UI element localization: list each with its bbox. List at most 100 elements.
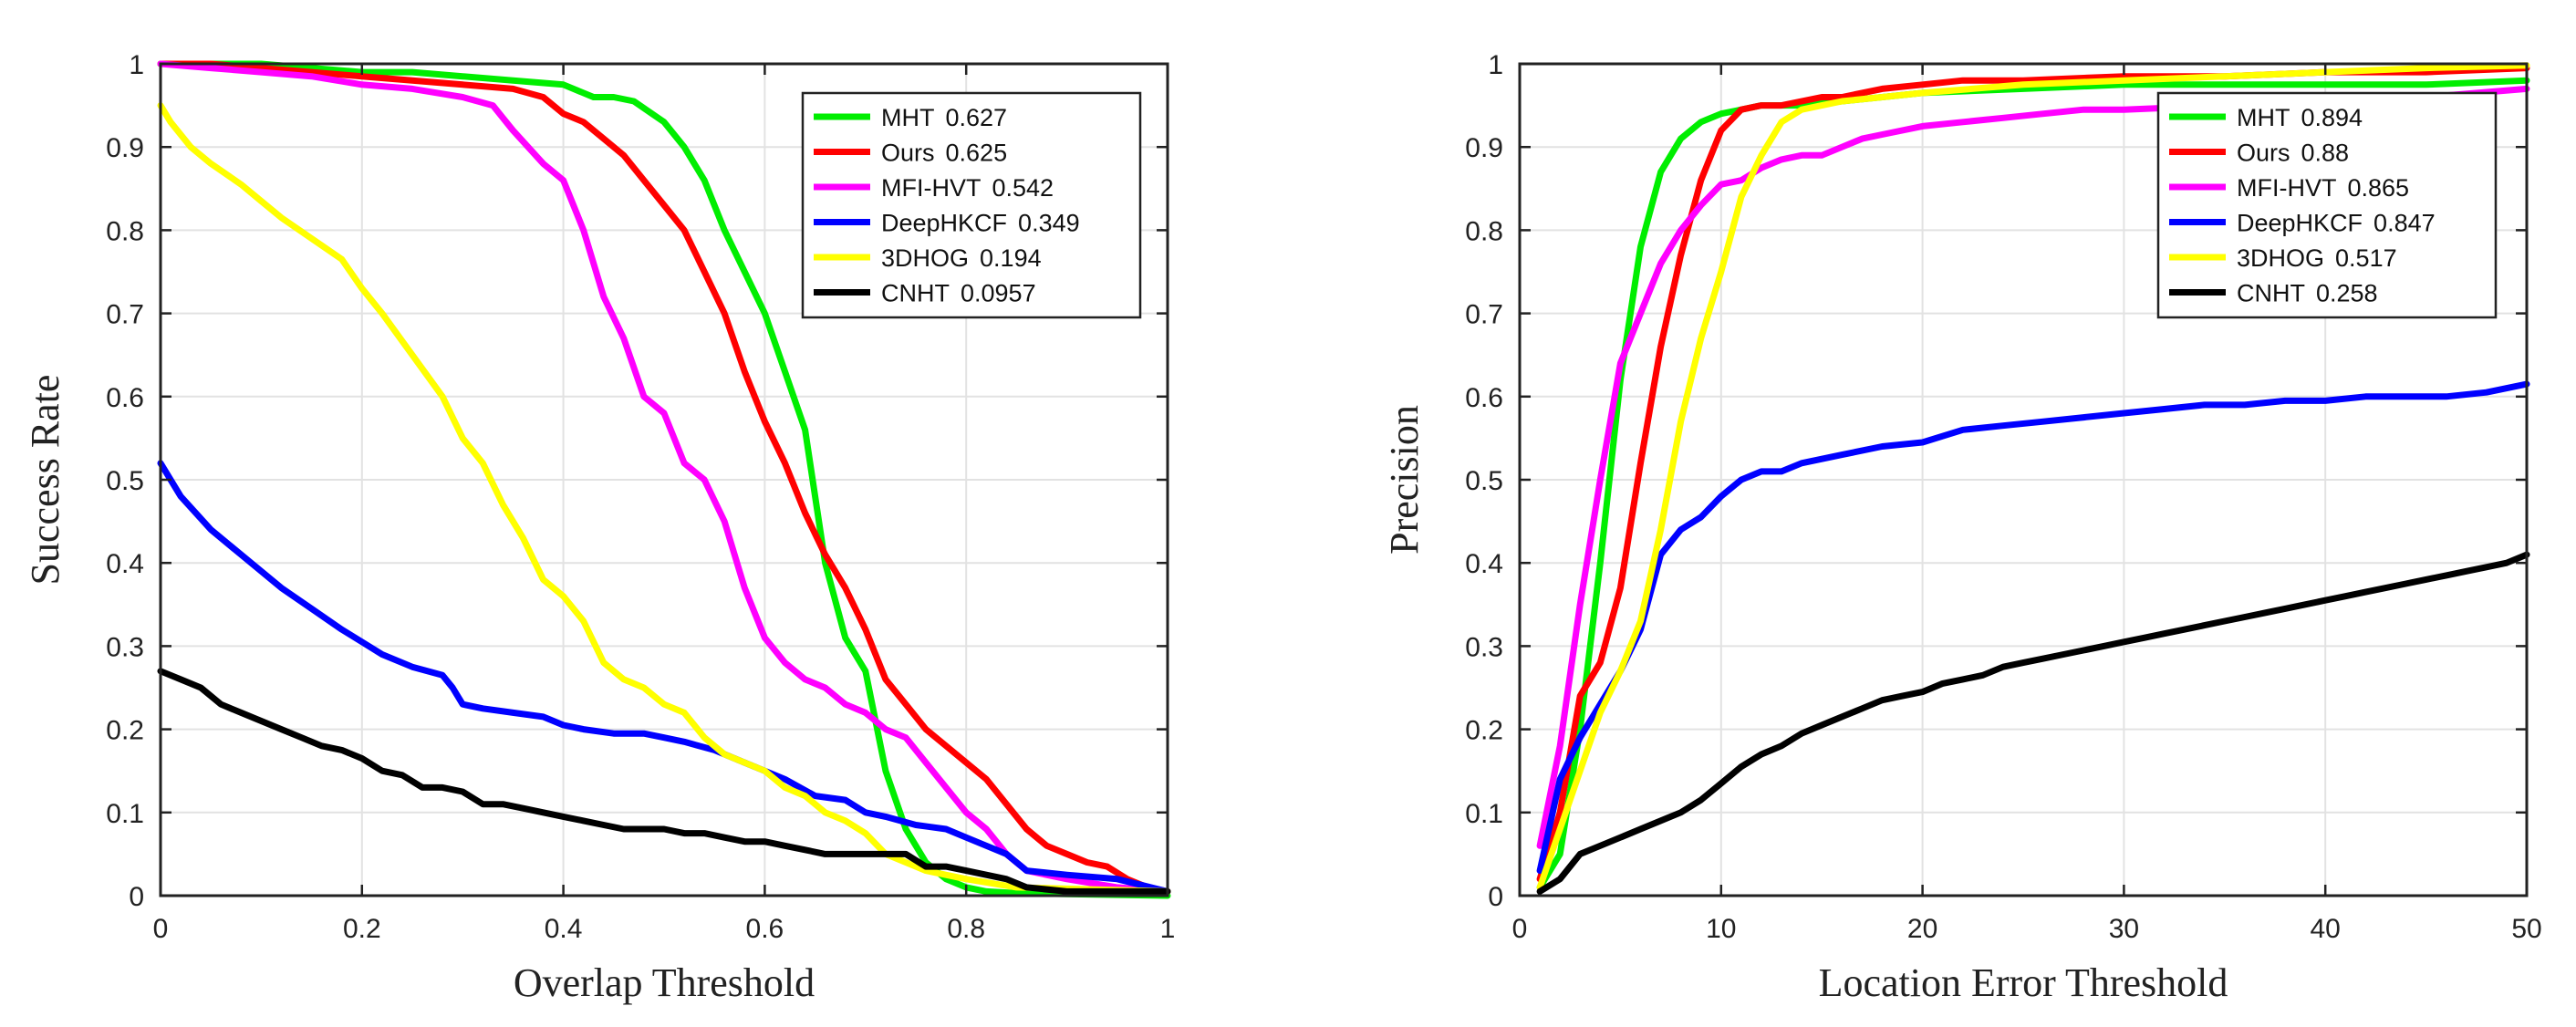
x-tick-label: 0.6 xyxy=(746,914,784,944)
legend-label: DeepHKCF 0.349 xyxy=(881,210,1080,237)
legend-name: MFI-HVT xyxy=(2237,174,2336,202)
legend-score: 0.0957 xyxy=(961,280,1036,307)
legend-item: DeepHKCF 0.847 xyxy=(2169,210,2436,237)
y-tick-label: 0.1 xyxy=(1465,799,1503,829)
legend-label: MFI-HVT 0.865 xyxy=(2237,174,2409,202)
series-line-mfi-hvt xyxy=(1536,85,2530,849)
legend: MHT 0.627 Ours 0.625 MFI-HVT 0.542 DeepHKCF 0.3… xyxy=(801,91,1142,319)
series-line-deephkcf xyxy=(1536,380,2530,875)
legend-item: 3DHOG 0.194 xyxy=(814,244,1042,272)
legend-label: DeepHKCF 0.847 xyxy=(2237,210,2436,237)
legend-item: Ours 0.88 xyxy=(2169,140,2349,167)
y-tick-label: 0.9 xyxy=(106,133,144,163)
legend-label: CNHT 0.258 xyxy=(2237,280,2378,307)
legend-score: 0.627 xyxy=(945,104,1007,131)
legend-name: MFI-HVT xyxy=(881,174,981,202)
series-line-cnht xyxy=(157,668,1171,895)
legend-score: 0.894 xyxy=(2301,104,2363,131)
legend-item: MFI-HVT 0.865 xyxy=(2169,174,2409,202)
y-tick-label: 0.8 xyxy=(106,216,144,246)
legend-label: 3DHOG 0.194 xyxy=(881,244,1042,272)
y-tick-label: 0.7 xyxy=(1465,300,1503,330)
y-tick-label: 0.5 xyxy=(1465,466,1503,496)
ticks: 0 0.2 0.4 0.6 0.8 1 0 0.1 0.2 0.3 0.4 0.5 0.6 0.7 0.8 0… xyxy=(106,50,1175,944)
y-axis-title: Success Rate xyxy=(23,375,68,586)
legend-score: 0.258 xyxy=(2316,280,2378,307)
series-line-ours xyxy=(1536,65,2530,883)
legend-name: MHT xyxy=(881,104,934,131)
legend-score: 0.625 xyxy=(946,140,1008,167)
x-axis-title: Location Error Threshold xyxy=(1819,960,2228,1005)
y-tick-label: 1 xyxy=(1488,50,1503,80)
success-plot: 0 0.2 0.4 0.6 0.8 1 0 0.1 0.2 0.3 0.4 0.5 0.6 0.7 0.8 0… xyxy=(23,50,1175,1005)
y-tick-label: 0.2 xyxy=(106,716,144,746)
y-tick-label: 0.8 xyxy=(1465,216,1503,246)
series-line-cnht xyxy=(1536,551,2530,895)
x-tick-label: 50 xyxy=(2511,914,2541,944)
ticks: 0 10 20 30 40 50 0 0.1 0.2 0.3 0.4 0.5 0.6 0.7 0.8 0.9 1 xyxy=(1465,50,2541,944)
x-tick-label: 0.2 xyxy=(343,914,381,944)
legend-name: Ours xyxy=(881,140,935,167)
y-tick-label: 0.6 xyxy=(1465,383,1503,413)
x-tick-label: 20 xyxy=(1907,914,1937,944)
legend-box xyxy=(801,91,1142,319)
legend-name: MHT xyxy=(2237,104,2290,131)
series-line-3dhog xyxy=(1536,62,2530,891)
y-tick-label: 0.9 xyxy=(1465,133,1503,163)
x-tick-label: 0.4 xyxy=(545,914,583,944)
series-line-deephkcf xyxy=(157,460,1171,895)
legend: MHT 0.894 Ours 0.88 MFI-HVT 0.865 DeepHKCF 0.84… xyxy=(2156,91,2498,319)
legend-name: Ours xyxy=(2237,140,2290,167)
legend-label: MHT 0.627 xyxy=(881,104,1007,131)
x-tick-label: 1 xyxy=(1160,914,1176,944)
x-axis-title: Overlap Threshold xyxy=(514,960,815,1005)
legend-score: 0.349 xyxy=(1018,210,1080,237)
y-tick-label: 0.3 xyxy=(106,632,144,662)
legend-item: DeepHKCF 0.349 xyxy=(814,210,1080,237)
legend-label: MFI-HVT 0.542 xyxy=(881,174,1054,202)
legend-name: DeepHKCF xyxy=(881,210,1007,237)
legend-item: 3DHOG 0.517 xyxy=(2169,244,2397,272)
legend-score: 0.865 xyxy=(2347,174,2409,202)
series-group xyxy=(157,60,1171,899)
y-axis-title: Precision xyxy=(1382,405,1427,555)
legend-label: Ours 0.625 xyxy=(881,140,1007,167)
legend-score: 0.194 xyxy=(980,244,1042,272)
series-line-3dhog xyxy=(157,102,1171,895)
y-tick-label: 0 xyxy=(1488,882,1503,912)
y-tick-label: 0.6 xyxy=(106,383,144,413)
legend-name: 3DHOG xyxy=(2237,244,2324,272)
precision-plot: 0 10 20 30 40 50 0 0.1 0.2 0.3 0.4 0.5 0.6 0.7 0.8 0.9 1… xyxy=(1382,50,2542,1005)
x-tick-label: 40 xyxy=(2311,914,2341,944)
y-tick-label: 0.2 xyxy=(1465,716,1503,746)
series-group xyxy=(1536,62,2530,895)
y-tick-label: 0.3 xyxy=(1465,632,1503,662)
legend-score: 0.517 xyxy=(2335,244,2397,272)
legend-label: 3DHOG 0.517 xyxy=(2237,244,2397,272)
series-line-mfi-hvt xyxy=(157,60,1171,895)
legend-item: Ours 0.625 xyxy=(814,140,1007,167)
legend-label: Ours 0.88 xyxy=(2237,140,2349,167)
x-tick-label: 10 xyxy=(1706,914,1736,944)
legend-name: CNHT xyxy=(881,280,950,307)
legend-label: MHT 0.894 xyxy=(2237,104,2363,131)
legend-label: CNHT 0.0957 xyxy=(881,280,1036,307)
legend-name: 3DHOG xyxy=(881,244,969,272)
y-tick-label: 0.7 xyxy=(106,300,144,330)
legend-item: CNHT 0.0957 xyxy=(814,280,1036,307)
y-tick-label: 0.5 xyxy=(106,466,144,496)
legend-score: 0.88 xyxy=(2301,140,2350,167)
x-tick-label: 0 xyxy=(153,914,169,944)
y-tick-label: 0 xyxy=(129,882,144,912)
x-tick-label: 0 xyxy=(1512,914,1528,944)
legend-box xyxy=(2156,91,2498,319)
series-line-ours xyxy=(157,60,1171,895)
legend-name: DeepHKCF xyxy=(2237,210,2363,237)
x-tick-label: 0.8 xyxy=(947,914,985,944)
y-tick-label: 0.4 xyxy=(1465,549,1503,579)
y-tick-label: 1 xyxy=(129,50,144,80)
legend-score: 0.542 xyxy=(992,174,1054,202)
legend-item: CNHT 0.258 xyxy=(2169,280,2378,307)
y-tick-label: 0.4 xyxy=(106,549,144,579)
